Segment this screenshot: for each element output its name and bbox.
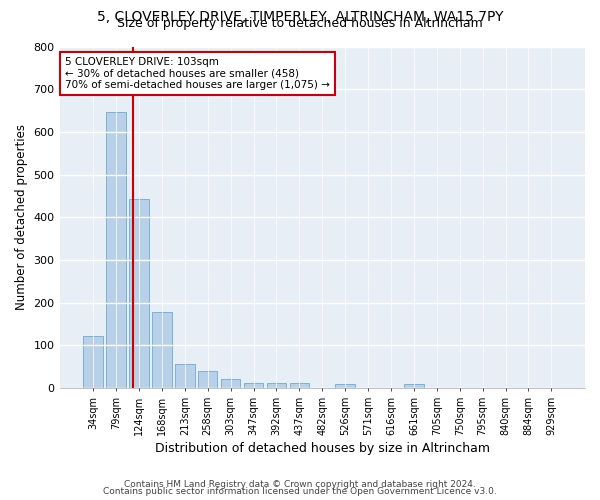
- Text: Contains public sector information licensed under the Open Government Licence v3: Contains public sector information licen…: [103, 487, 497, 496]
- Bar: [106, 112, 126, 388]
- Bar: [290, 384, 309, 388]
- Text: Contains HM Land Registry data © Crown copyright and database right 2024.: Contains HM Land Registry data © Crown c…: [124, 480, 476, 489]
- Bar: [175, 364, 194, 388]
- Bar: [83, 336, 103, 388]
- Text: Size of property relative to detached houses in Altrincham: Size of property relative to detached ho…: [117, 18, 483, 30]
- Bar: [152, 312, 172, 388]
- Bar: [221, 378, 241, 388]
- Text: 5 CLOVERLEY DRIVE: 103sqm
← 30% of detached houses are smaller (458)
70% of semi: 5 CLOVERLEY DRIVE: 103sqm ← 30% of detac…: [65, 56, 329, 90]
- Bar: [198, 371, 217, 388]
- Bar: [335, 384, 355, 388]
- Y-axis label: Number of detached properties: Number of detached properties: [15, 124, 28, 310]
- Text: 5, CLOVERLEY DRIVE, TIMPERLEY, ALTRINCHAM, WA15 7PY: 5, CLOVERLEY DRIVE, TIMPERLEY, ALTRINCHA…: [97, 10, 503, 24]
- X-axis label: Distribution of detached houses by size in Altrincham: Distribution of detached houses by size …: [155, 442, 490, 455]
- Bar: [244, 384, 263, 388]
- Bar: [129, 199, 149, 388]
- Bar: [267, 383, 286, 388]
- Bar: [404, 384, 424, 388]
